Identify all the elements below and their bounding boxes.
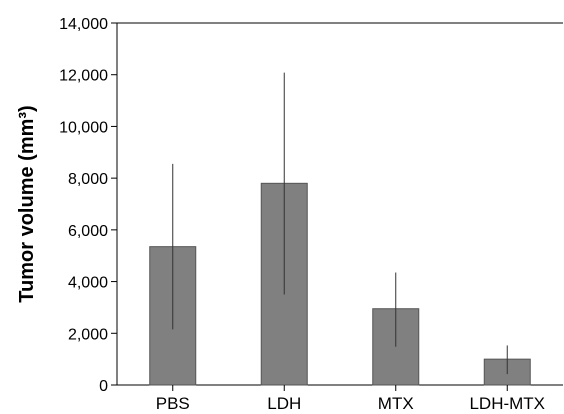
y-tick-label: 10,000 (59, 119, 108, 136)
y-axis-title: Tumor volume (mm³) (16, 105, 38, 302)
y-tick-label: 4,000 (68, 275, 108, 292)
error-bars (172, 72, 508, 375)
x-category-label: LDH-MTX (469, 394, 545, 409)
y-tick-label: 2,000 (68, 326, 108, 343)
y-ticks: 0 2,000 4,000 6,000 8,000 10,000 12,000 14,000 (59, 16, 117, 395)
y-tick-label: 0 (99, 378, 108, 395)
y-tick-label: 8,000 (68, 171, 108, 188)
x-category-label: PBS (156, 394, 190, 409)
x-category-label: LDH (267, 394, 301, 409)
y-tick-label: 14,000 (59, 16, 108, 33)
bars (149, 182, 531, 386)
y-tick-label: 6,000 (68, 223, 108, 240)
x-category-label: MTX (378, 394, 414, 409)
y-tick-label: 12,000 (59, 68, 108, 85)
x-category-labels: PBS LDH MTX LDH-MTX (156, 385, 545, 413)
